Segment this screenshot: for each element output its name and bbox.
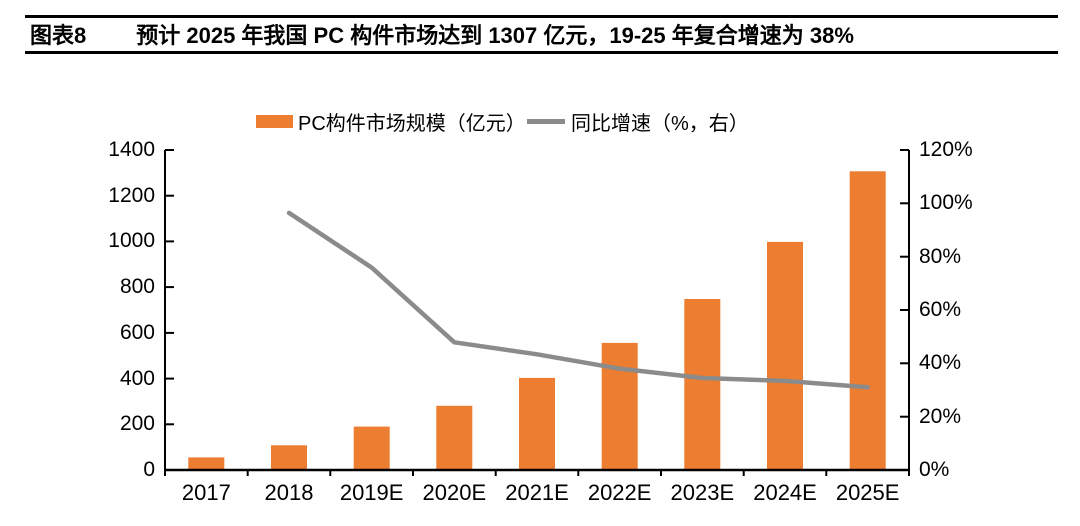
bar-2020E [436, 405, 473, 470]
x-axis-category-label: 2020E [422, 480, 487, 505]
bar-2018 [271, 445, 307, 470]
left-axis-tick-label: 400 [119, 367, 155, 390]
right-axis-tick-label: 120% [919, 138, 973, 161]
figure-title: 预计 2025 年我国 PC 构件市场达到 1307 亿元，19-25 年复合增… [136, 23, 854, 48]
legend-label-market-size: PC构件市场规模（亿元） [298, 112, 526, 135]
bar-2022E [601, 342, 638, 470]
x-axis-category-label: 2021E [505, 480, 569, 505]
right-axis-tick-label: 100% [919, 191, 973, 214]
header-top-rule [25, 15, 1058, 18]
right-axis-tick-label: 40% [919, 351, 962, 374]
left-axis-tick-label: 200 [119, 412, 155, 435]
header-bottom-rule [25, 51, 1058, 54]
left-axis-tick-label: 1200 [108, 184, 155, 207]
x-axis-category-label: 2025E [835, 480, 900, 505]
left-axis-tick-label: 800 [119, 275, 155, 298]
bar-2019E [353, 426, 390, 470]
bar-2025E [849, 171, 886, 471]
right-axis-tick-label: 0% [919, 458, 950, 481]
bar-2021E [519, 377, 555, 470]
legend-label-growth: 同比增速（%，右） [571, 112, 749, 135]
x-axis-category-label: 2017 [181, 480, 231, 505]
legend-item-growth: 同比增速（%，右） [527, 108, 749, 135]
bar-2023E [684, 299, 721, 470]
right-axis-tick-label: 60% [919, 298, 962, 321]
bar-2017 [188, 457, 225, 470]
bar-2024E [767, 241, 803, 470]
figure-header: 图表8 预计 2025 年我国 PC 构件市场达到 1307 亿元，19-25 年… [30, 23, 854, 49]
left-axis-tick-label: 600 [119, 321, 155, 344]
left-axis-tick-label: 0 [143, 458, 155, 481]
x-axis-category-label: 2022E [587, 480, 652, 505]
right-axis-tick-label: 20% [919, 405, 962, 428]
legend-item-market-size: PC构件市场规模（亿元） [256, 108, 526, 135]
right-axis-tick-label: 80% [919, 245, 962, 268]
bar-series-swatch-icon [256, 114, 293, 128]
line-series-swatch-icon [527, 118, 565, 124]
x-axis-category-label: 2019E [339, 480, 404, 505]
left-axis-tick-label: 1400 [108, 138, 155, 161]
figure-number-label: 图表8 [30, 23, 87, 48]
left-axis-tick-label: 1000 [108, 229, 155, 252]
x-axis-category-label: 2023E [670, 480, 735, 505]
x-axis-category-label: 2024E [753, 480, 817, 505]
x-axis-category-label: 2018 [264, 480, 314, 505]
growth-rate-line [286, 210, 870, 390]
